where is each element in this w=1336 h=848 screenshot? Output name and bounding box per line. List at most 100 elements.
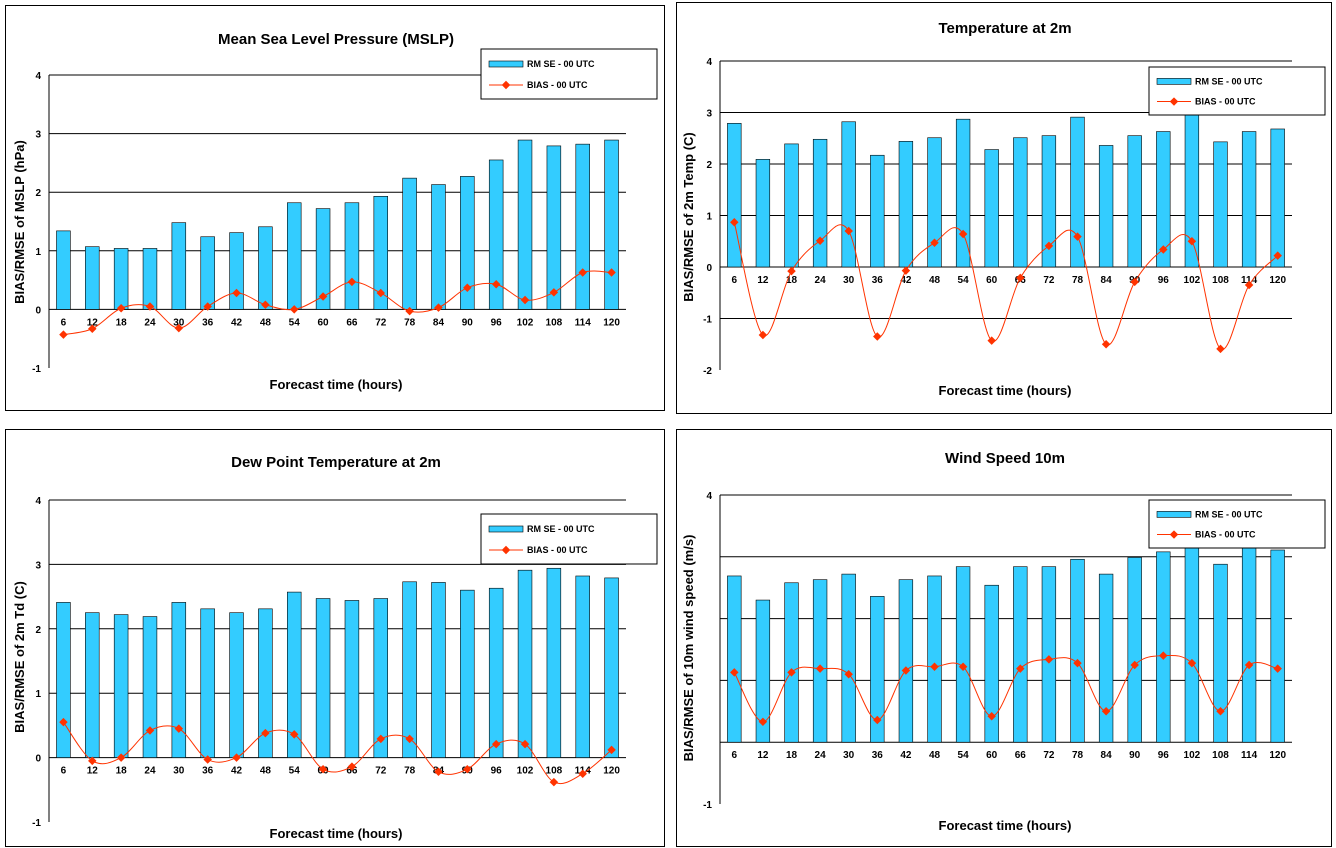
bias-marker — [463, 283, 472, 292]
legend-label-rmse: RM SE - 00 UTC — [1195, 509, 1263, 519]
y-tick-label: 1 — [35, 247, 41, 258]
x-tick-label: 24 — [144, 766, 156, 777]
bias-marker — [549, 777, 559, 787]
rmse-bar — [927, 137, 942, 268]
legend-box — [480, 48, 658, 100]
x-tick-label: 96 — [491, 317, 503, 328]
x-tick-label: 42 — [900, 750, 912, 761]
bias-marker — [549, 288, 559, 297]
rmse-bar — [841, 573, 856, 743]
x-tick-label: 54 — [289, 317, 301, 328]
bias-marker — [758, 717, 768, 727]
x-tick-label: 78 — [404, 317, 416, 328]
bias-marker — [1273, 251, 1282, 260]
rmse-bar — [229, 232, 244, 310]
y-tick-label: 4 — [35, 496, 41, 507]
rmse-bar — [200, 608, 215, 758]
x-tick-label: 84 — [433, 317, 445, 328]
bias-marker — [815, 664, 825, 673]
y-tick-label: 2 — [35, 625, 41, 636]
bias-marker — [815, 236, 825, 245]
bias-marker — [873, 715, 882, 725]
bias-marker — [844, 226, 853, 236]
x-tick-label: 36 — [202, 317, 214, 328]
rmse-bar — [812, 579, 828, 743]
bias-marker — [1130, 277, 1139, 287]
rmse-bar — [373, 598, 388, 758]
bias-marker — [289, 730, 299, 739]
rmse-bar — [229, 612, 244, 758]
x-tick-label: 114 — [575, 317, 592, 328]
chart-panel-mslp: Mean Sea Level Pressure (MSLP) -1 0 1 2 3 4 6 12… — [5, 5, 665, 411]
x-tick-label: 42 — [231, 766, 243, 777]
x-tick-label: 114 — [1241, 750, 1258, 761]
x-tick-label: 12 — [87, 766, 99, 777]
bias-marker — [203, 302, 212, 311]
x-tick-label: 18 — [786, 275, 798, 286]
chart-panel-ws10m: Wind Speed 10m -1 4 6 12 18 24 30 36 42 48 54 60 66 72… — [676, 429, 1332, 847]
x-tick-label: 54 — [958, 750, 970, 761]
rmse-bar — [1213, 563, 1228, 743]
x-tick-label: 48 — [929, 275, 941, 286]
rmse-bar — [1098, 573, 1114, 743]
bias-marker — [203, 755, 212, 764]
x-tick-label: 120 — [603, 317, 620, 328]
x-tick-label: 12 — [87, 317, 99, 328]
x-tick-label: 114 — [1241, 275, 1258, 286]
legend: RM SE - 00 UTC BIAS - 00 UTC — [1148, 66, 1326, 116]
bias-marker — [1244, 280, 1254, 290]
bias-marker — [1216, 344, 1225, 354]
chart-panel-t2m: Temperature at 2m -2 -1 0 1 2 3 4 6 12 18 24 30 36 42 4… — [676, 2, 1332, 414]
chart-title: Temperature at 2m — [938, 20, 1071, 37]
x-tick-label: 108 — [1212, 750, 1229, 761]
rmse-bar — [1156, 551, 1171, 743]
y-tick-label: 1 — [35, 689, 41, 700]
rmse-bar — [927, 575, 942, 743]
legend-bar-swatch — [1156, 78, 1192, 85]
x-tick-label: 90 — [1129, 750, 1141, 761]
x-axis-title: Forecast time (hours) — [270, 826, 403, 841]
rmse-bar — [755, 159, 771, 268]
bias-marker — [1159, 651, 1168, 660]
rmse-bar — [1270, 128, 1285, 268]
y-tick-label: -1 — [703, 800, 712, 811]
y-axis-title: BIAS/RMSE of 2m Temp (C) — [681, 132, 696, 302]
rmse-bar — [287, 591, 302, 758]
rmse-bar — [1070, 558, 1085, 743]
rmse-bar — [142, 616, 158, 758]
rmse-bar — [431, 184, 446, 310]
x-tick-label: 84 — [1101, 750, 1113, 761]
bias-marker — [607, 268, 616, 277]
rmse-bar — [56, 230, 71, 310]
x-tick-label: 102 — [1184, 750, 1201, 761]
bias-marker — [1130, 660, 1139, 670]
x-tick-label: 120 — [603, 766, 620, 777]
y-axis-title: BIAS/RMSE of MSLP (hPa) — [12, 140, 27, 304]
rmse-bar — [870, 596, 885, 743]
rmse-bar — [517, 139, 533, 310]
x-tick-label: 36 — [872, 750, 884, 761]
legend-bar-swatch — [488, 60, 524, 68]
rmse-bar — [575, 143, 590, 310]
bias-marker — [434, 303, 443, 312]
y-axis-title: BIAS/RMSE of 10m wind speed (m/s) — [681, 535, 696, 762]
legend-marker-swatch — [501, 545, 511, 555]
bias-marker — [261, 300, 270, 309]
x-tick-label: 18 — [116, 317, 128, 328]
rmse-bar — [727, 575, 742, 743]
x-tick-label: 78 — [1072, 750, 1084, 761]
rmse-bar — [546, 567, 562, 758]
y-axis-title: BIAS/RMSE of 2m Td (C) — [12, 581, 27, 733]
rmse-bar — [113, 614, 129, 758]
rmse-bar — [898, 579, 914, 743]
bias-marker — [901, 266, 911, 275]
x-tick-label: 96 — [491, 766, 503, 777]
rmse-bar — [460, 589, 475, 758]
legend-bar-swatch — [1156, 511, 1192, 518]
rmse-bar — [984, 149, 999, 268]
bias-marker — [232, 753, 241, 762]
legend-label-bias: BIAS - 00 UTC — [1195, 97, 1256, 107]
rmse-bar — [1241, 547, 1257, 743]
rmse-bar — [488, 159, 504, 310]
x-tick-label: 60 — [986, 750, 998, 761]
